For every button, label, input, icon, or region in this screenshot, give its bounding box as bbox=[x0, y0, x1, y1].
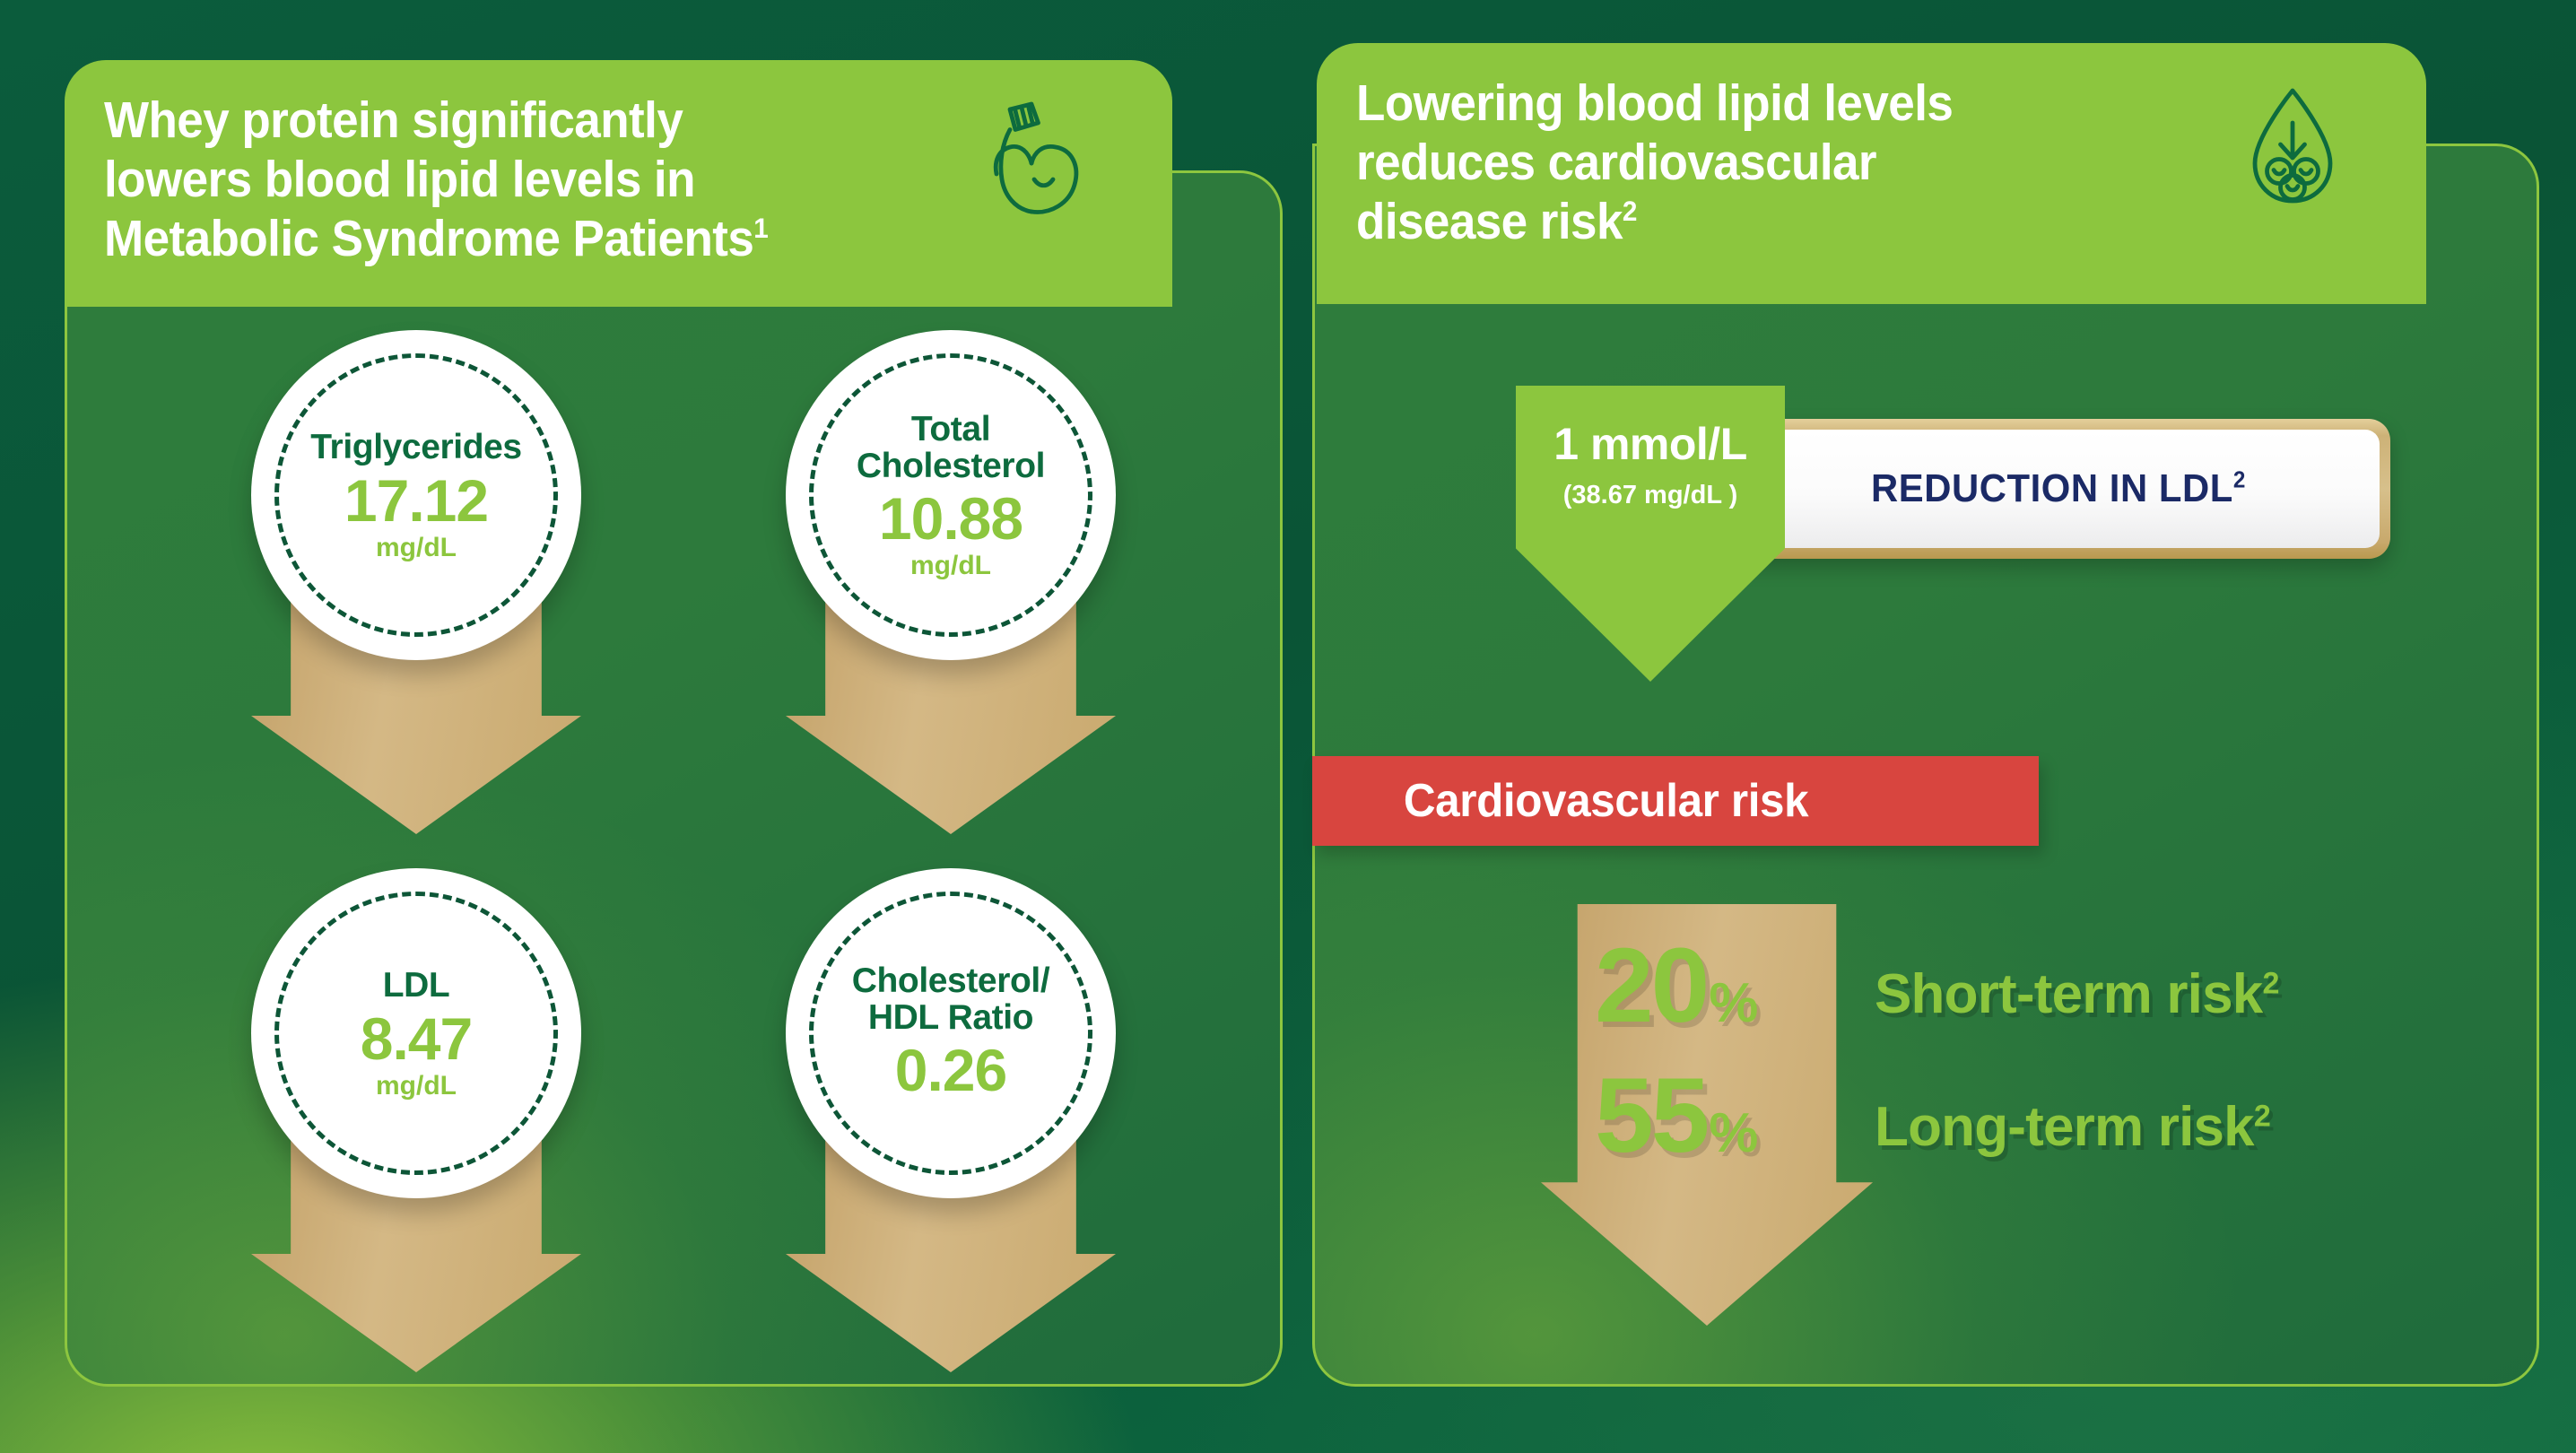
risk-value-long-term: 55 % bbox=[1595, 1063, 1758, 1169]
risk-value-short-term: 20 % bbox=[1595, 933, 1758, 1039]
metric-value: 0.26 bbox=[894, 1037, 1007, 1104]
cardiovascular-risk-bar: Cardiovascular risk bbox=[1312, 756, 2039, 846]
mmol-equivalent: (38.67 mg/dL ) bbox=[1562, 481, 1738, 509]
metric-unit: mg/dL bbox=[910, 551, 991, 581]
metric-value: 10.88 bbox=[878, 485, 1023, 552]
risk-label-long-term: Long-term risk2 bbox=[1875, 1096, 2271, 1158]
metric-disc: Cholesterol/ HDL Ratio 0.26 bbox=[786, 868, 1116, 1198]
metric-cholesterol-hdl-ratio: Cholesterol/ HDL Ratio 0.26 bbox=[786, 868, 1116, 1198]
flexed-biceps-icon bbox=[964, 96, 1099, 235]
left-panel-header: Whey protein significantly lowers blood … bbox=[65, 60, 1172, 307]
left-panel-title: Whey protein significantly lowers blood … bbox=[104, 91, 769, 268]
right-panel-header: Lowering blood lipid levels reduces card… bbox=[1317, 43, 2426, 304]
risk-footnote: 2 bbox=[2253, 1099, 2271, 1134]
risk-number: 20 bbox=[1595, 927, 1710, 1045]
cardiovascular-risk-label: Cardiovascular risk bbox=[1403, 775, 1809, 827]
metric-label: Total Cholesterol bbox=[856, 409, 1046, 485]
percent-symbol: % bbox=[1709, 972, 1759, 1034]
reduction-in-ldl-label: REDUCTION IN LDL2 bbox=[1871, 466, 2246, 510]
risk-label-short-term: Short-term risk2 bbox=[1875, 963, 2279, 1025]
risk-number: 55 bbox=[1595, 1057, 1710, 1175]
reduction-footnote: 2 bbox=[2232, 467, 2246, 493]
left-panel-title-footnote: 1 bbox=[753, 212, 769, 245]
right-panel-title-footnote: 2 bbox=[1622, 195, 1638, 228]
metric-disc: Total Cholesterol 10.88 mg/dL bbox=[786, 330, 1116, 660]
metric-unit: mg/dL bbox=[376, 1070, 457, 1101]
metric-label: Cholesterol/ HDL Ratio bbox=[851, 961, 1050, 1037]
metric-label: Triglycerides bbox=[310, 428, 522, 467]
left-panel-body bbox=[65, 170, 1283, 1387]
metric-ldl: LDL 8.47 mg/dL bbox=[251, 868, 581, 1198]
metric-label: LDL bbox=[382, 966, 450, 1005]
droplet-down-arrow-icon bbox=[2225, 83, 2360, 222]
right-panel-title: Lowering blood lipid levels reduces card… bbox=[1356, 74, 1954, 251]
percent-symbol: % bbox=[1709, 1102, 1759, 1164]
metric-disc: LDL 8.47 mg/dL bbox=[251, 868, 581, 1198]
metric-value: 8.47 bbox=[360, 1005, 473, 1072]
metric-total-cholesterol: Total Cholesterol 10.88 mg/dL bbox=[786, 330, 1116, 660]
metric-triglycerides: Triglycerides 17.12 mg/dL bbox=[251, 330, 581, 660]
mmol-value: 1 mmol/L bbox=[1553, 419, 1747, 469]
risk-footnote: 2 bbox=[2262, 966, 2279, 1001]
metric-value: 17.12 bbox=[344, 466, 489, 534]
metric-disc: Triglycerides 17.12 mg/dL bbox=[251, 330, 581, 660]
metric-unit: mg/dL bbox=[376, 532, 457, 562]
reduction-in-ldl-box: REDUCTION IN LDL2 bbox=[1727, 419, 2390, 559]
reduction-box-inner: REDUCTION IN LDL2 bbox=[1737, 430, 2380, 548]
